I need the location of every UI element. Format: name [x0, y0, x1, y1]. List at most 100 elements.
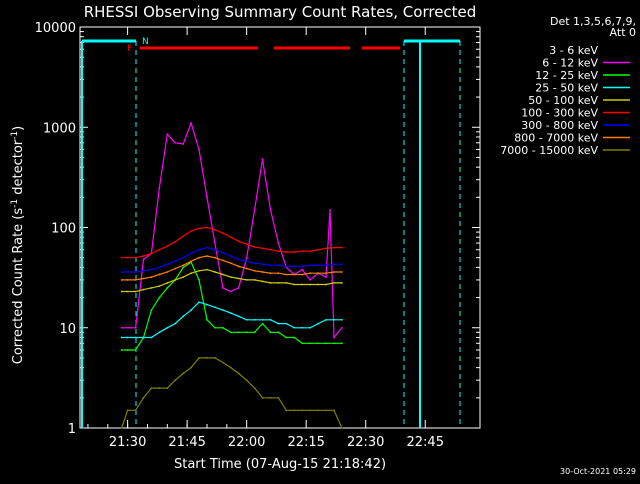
- series-point: [126, 336, 129, 339]
- series-point: [229, 255, 232, 257]
- series-point: [158, 296, 161, 299]
- series-point: [214, 357, 216, 359]
- y-tick-label: 10: [59, 322, 76, 337]
- series-point: [335, 326, 337, 329]
- series-point: [142, 277, 145, 280]
- series-point: [285, 265, 288, 268]
- series-point: [120, 326, 123, 329]
- series-point: [341, 271, 343, 273]
- series-point: [182, 276, 185, 279]
- series-point: [158, 248, 161, 251]
- series-point: [229, 236, 232, 239]
- series-point: [174, 260, 177, 263]
- series-point: [253, 279, 256, 281]
- series-point: [269, 331, 272, 334]
- series-point: [245, 267, 248, 270]
- series-point: [198, 148, 200, 151]
- series-point: [150, 387, 153, 390]
- series-point: [309, 264, 312, 267]
- series-point: [134, 279, 137, 281]
- y-tick-label: 1000: [43, 121, 76, 136]
- series-point: [301, 265, 304, 268]
- legend-entry-label: 50 - 100 keV: [528, 94, 598, 107]
- series-point: [134, 326, 137, 329]
- series-point: [198, 269, 200, 272]
- series-point: [166, 286, 169, 289]
- legend-header: Att 0: [610, 26, 636, 39]
- series-point: [221, 286, 224, 289]
- series-point: [309, 409, 312, 412]
- series-point: [317, 272, 319, 275]
- y-tick-label: 100: [51, 222, 76, 237]
- series-point: [120, 256, 123, 259]
- series-point: [237, 258, 240, 261]
- series-point: [341, 326, 343, 329]
- series-point: [325, 247, 327, 250]
- y-axis-label-main: Corrected Count Rate (s: [11, 208, 26, 365]
- series-point: [317, 409, 319, 412]
- series-point: [174, 379, 177, 382]
- series-point: [293, 283, 296, 286]
- x-tick-label: 22:00: [228, 435, 265, 450]
- series-point: [190, 260, 193, 263]
- series-point: [225, 285, 228, 288]
- series-point: [309, 326, 312, 329]
- series-point: [333, 271, 335, 273]
- series-point: [277, 242, 280, 244]
- y-tick-label: 1: [68, 422, 76, 437]
- series-point: [150, 286, 153, 289]
- series-point: [142, 269, 145, 272]
- series-point: [261, 280, 264, 283]
- series-point: [174, 322, 177, 325]
- series-point: [325, 283, 327, 286]
- y-axis-label-mid: detector: [11, 139, 26, 199]
- series-point: [269, 208, 272, 211]
- series-point: [245, 279, 248, 281]
- series-point: [233, 279, 236, 281]
- series-point: [120, 336, 123, 339]
- series-point: [126, 290, 129, 293]
- series-point: [198, 248, 200, 251]
- series-point: [214, 228, 216, 231]
- series-point: [134, 290, 137, 293]
- series-point: [206, 357, 208, 359]
- series-point: [174, 240, 177, 243]
- series-point: [253, 246, 256, 248]
- series-point: [265, 226, 268, 229]
- series-point: [277, 272, 280, 275]
- series-point: [206, 255, 208, 257]
- series-point: [158, 273, 161, 276]
- series-point: [325, 276, 327, 279]
- series-point: [317, 264, 319, 267]
- legend-entry-label: 3 - 6 keV: [549, 44, 598, 57]
- series-point: [253, 269, 256, 272]
- series-point: [237, 277, 240, 280]
- series-point: [126, 279, 129, 281]
- series-point: [134, 409, 137, 412]
- series-line: [121, 159, 342, 329]
- series-point: [186, 160, 189, 162]
- series-point: [126, 409, 129, 412]
- series-point: [269, 272, 272, 275]
- series-point: [261, 247, 264, 250]
- series-point: [206, 246, 208, 249]
- series-point: [190, 230, 193, 233]
- x-axis-label: Start Time (07-Aug-15 21:18:42): [174, 457, 386, 472]
- series-point: [221, 326, 224, 329]
- series-point: [301, 268, 304, 271]
- series-point: [237, 240, 240, 243]
- series-point: [285, 409, 288, 412]
- series-point: [293, 336, 296, 339]
- series-point: [237, 315, 240, 318]
- series-point: [229, 262, 232, 265]
- series-point: [210, 236, 212, 239]
- series-point: [166, 263, 169, 266]
- series-point: [158, 266, 161, 269]
- series-point: [194, 178, 196, 181]
- series-point: [269, 318, 272, 321]
- series-point: [341, 263, 343, 266]
- series-point: [253, 262, 256, 265]
- series-point: [309, 250, 312, 253]
- y-axis-label-sup2: -1: [10, 131, 20, 140]
- series-point: [198, 227, 200, 230]
